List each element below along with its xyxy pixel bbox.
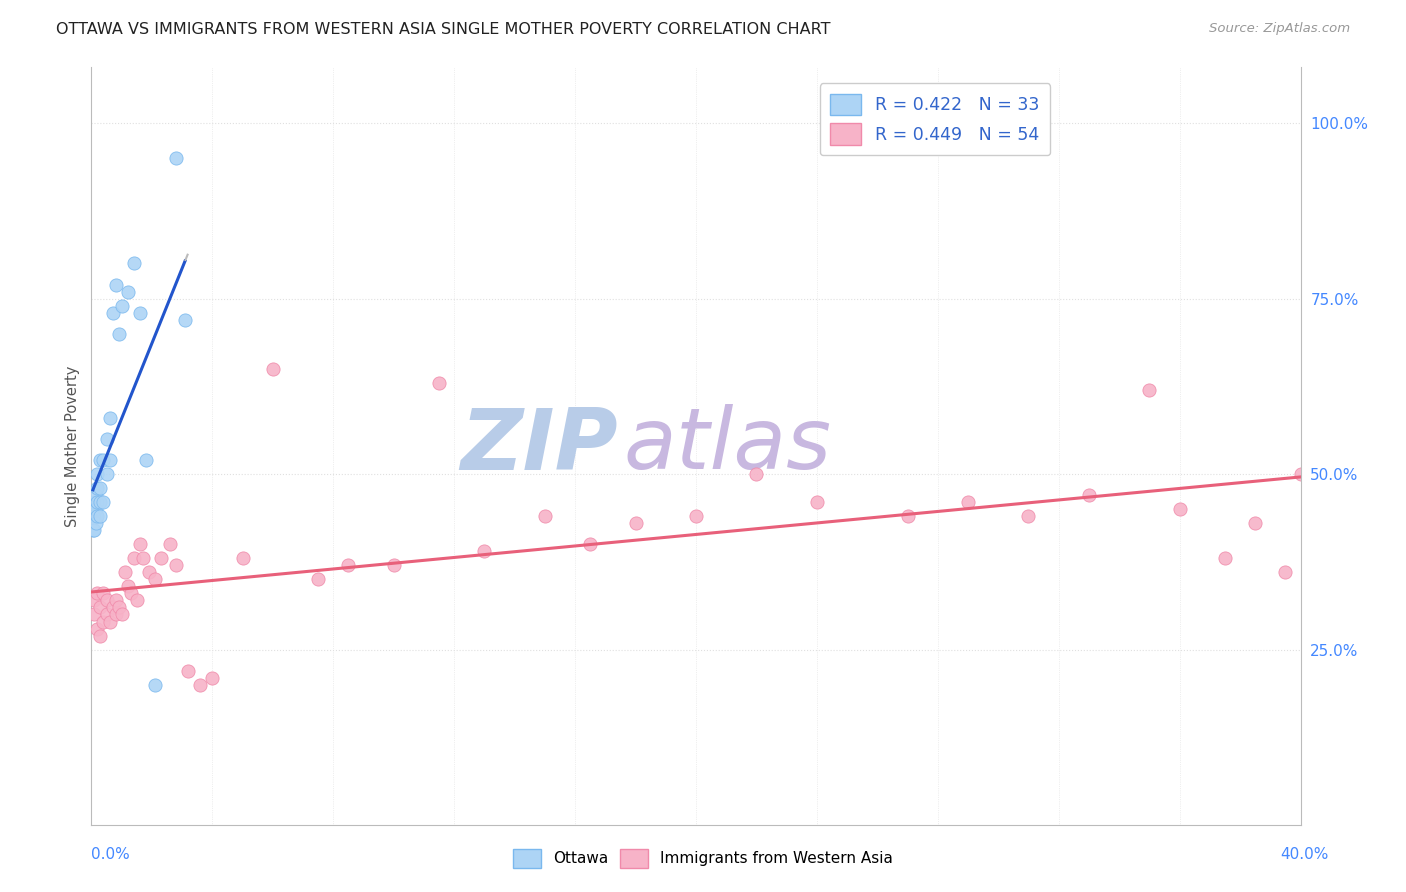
Point: [117, 579, 139, 593]
Point: [83, 495, 105, 509]
Point: [96, 467, 118, 481]
Point: [104, 607, 127, 622]
Point: [111, 299, 132, 313]
Point: [177, 664, 200, 678]
Point: [120, 586, 142, 600]
Point: [89, 509, 111, 524]
Point: [89, 495, 111, 509]
Point: [956, 495, 979, 509]
Point: [806, 495, 828, 509]
Point: [96, 593, 118, 607]
Point: [84, 502, 107, 516]
Point: [337, 558, 360, 573]
Point: [1077, 488, 1099, 502]
Point: [188, 678, 211, 692]
Point: [101, 600, 124, 615]
Point: [89, 600, 111, 615]
Point: [307, 573, 329, 587]
Point: [83, 593, 105, 607]
Point: [685, 509, 707, 524]
Point: [89, 453, 111, 467]
Point: [427, 376, 450, 390]
Point: [122, 551, 145, 566]
Point: [1274, 566, 1296, 580]
Point: [86, 586, 108, 600]
Point: [122, 256, 145, 270]
Legend: R = 0.422   N = 33, R = 0.449   N = 54: R = 0.422 N = 33, R = 0.449 N = 54: [820, 83, 1050, 155]
Text: atlas: atlas: [623, 404, 831, 488]
Point: [135, 453, 157, 467]
Point: [89, 629, 111, 643]
Point: [533, 509, 555, 524]
Point: [107, 326, 129, 341]
Point: [93, 495, 115, 509]
Point: [1168, 502, 1191, 516]
Point: [143, 678, 166, 692]
Point: [82, 502, 104, 516]
Point: [579, 537, 602, 551]
Y-axis label: Single Mother Poverty: Single Mother Poverty: [65, 366, 80, 526]
Point: [107, 600, 129, 615]
Point: [84, 516, 107, 531]
Text: OTTAWA VS IMMIGRANTS FROM WESTERN ASIA SINGLE MOTHER POVERTY CORRELATION CHART: OTTAWA VS IMMIGRANTS FROM WESTERN ASIA S…: [56, 22, 831, 37]
Point: [86, 481, 108, 495]
Point: [231, 551, 253, 566]
Point: [86, 509, 108, 524]
Point: [96, 432, 118, 446]
Point: [1289, 467, 1312, 481]
Legend: Ottawa, Immigrants from Western Asia: Ottawa, Immigrants from Western Asia: [508, 843, 898, 873]
Point: [1139, 383, 1161, 397]
Point: [114, 566, 136, 580]
Point: [104, 277, 127, 292]
Point: [82, 523, 104, 537]
Point: [624, 516, 647, 531]
Point: [149, 551, 172, 566]
Point: [165, 151, 187, 165]
Point: [128, 305, 150, 319]
Point: [128, 537, 150, 551]
Point: [745, 467, 768, 481]
Point: [117, 285, 139, 299]
Point: [159, 537, 181, 551]
Point: [111, 607, 132, 622]
Point: [89, 481, 111, 495]
Text: Source: ZipAtlas.com: Source: ZipAtlas.com: [1209, 22, 1350, 36]
Point: [472, 544, 495, 558]
Text: 40.0%: 40.0%: [1281, 847, 1329, 862]
Point: [101, 305, 124, 319]
Point: [132, 551, 155, 566]
Point: [1244, 516, 1267, 531]
Text: 0.0%: 0.0%: [91, 847, 131, 862]
Point: [1213, 551, 1236, 566]
Point: [897, 509, 920, 524]
Point: [98, 411, 121, 425]
Point: [86, 467, 108, 481]
Point: [86, 622, 108, 636]
Text: ZIP: ZIP: [460, 404, 617, 488]
Point: [104, 593, 127, 607]
Point: [84, 488, 107, 502]
Point: [1018, 509, 1040, 524]
Point: [143, 573, 166, 587]
Point: [93, 615, 115, 629]
Point: [125, 593, 148, 607]
Point: [83, 523, 105, 537]
Point: [86, 495, 108, 509]
Point: [138, 566, 160, 580]
Point: [96, 607, 118, 622]
Point: [262, 361, 284, 376]
Point: [83, 509, 105, 524]
Point: [201, 671, 224, 685]
Point: [174, 312, 197, 326]
Point: [83, 607, 105, 622]
Point: [165, 558, 187, 573]
Point: [93, 586, 115, 600]
Point: [382, 558, 405, 573]
Point: [98, 615, 121, 629]
Point: [93, 453, 115, 467]
Point: [98, 453, 121, 467]
